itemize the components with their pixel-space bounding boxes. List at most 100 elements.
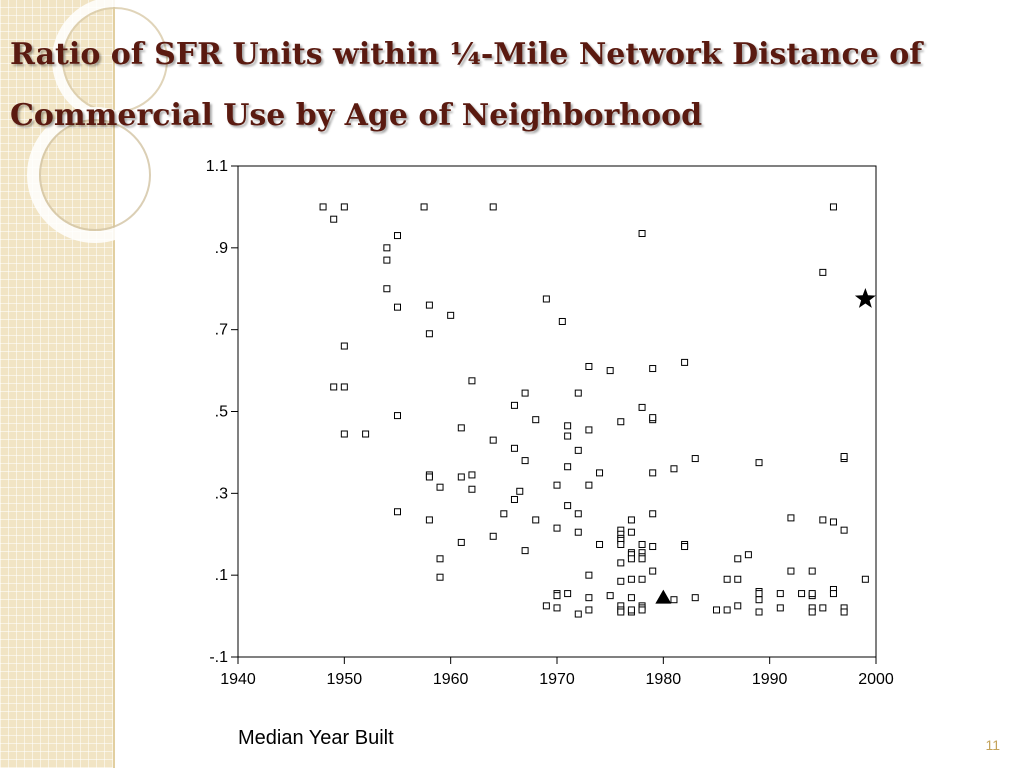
data-point [489,532,497,540]
y-tick-label: .5 [215,404,228,421]
data-point [649,365,657,373]
data-point [606,367,614,375]
data-point [489,436,497,444]
slide-title: Ratio of SFR Units within ¼-Mile Network… [10,37,923,133]
data-point [627,594,635,602]
x-tick-label: 1960 [433,671,469,688]
data-point [457,473,465,481]
page-number: 11 [985,737,1000,753]
data-point [649,567,657,575]
data-point [819,268,827,276]
data-point [627,606,635,614]
data-point [734,602,742,610]
data-point [330,383,338,391]
data-point [330,215,338,223]
data-point [808,608,816,616]
data-point [521,389,529,397]
data-point [340,342,348,350]
y-tick-label: .3 [215,485,228,502]
data-point [787,514,795,522]
data-point [489,203,497,211]
data-point [468,377,476,385]
data-point [319,203,327,211]
data-point [617,559,625,567]
data-point [596,540,604,548]
y-tick-label: .1 [215,567,228,584]
x-tick-label: 1990 [752,671,788,688]
data-point [585,594,593,602]
data-point [755,608,763,616]
data-point [383,244,391,252]
data-point [394,232,401,240]
data-point [468,471,476,479]
plot-frame [237,165,877,658]
data-point [808,567,816,575]
data-point [564,432,572,440]
data-point [627,555,635,563]
data-point [500,510,508,518]
data-point [447,311,455,319]
data-point [542,295,550,303]
y-tick-label: .9 [215,240,228,257]
data-point [425,473,433,481]
data-point [510,495,518,503]
data-point [521,457,529,465]
data-point [510,401,518,409]
scatter-chart: -.1 .1 .3 .5 .7 .9 1.1 1940 1950 1960 1970 1980 1990… [206,158,894,688]
data-point [638,555,646,563]
data-point [564,463,572,471]
x-tick-label: 1940 [220,671,256,688]
data-point [617,577,625,585]
data-point [574,389,582,397]
data-point [532,416,540,424]
data-point [755,596,763,604]
data-point [787,567,795,575]
data-point [425,330,433,338]
data-point [521,547,529,555]
data-point [585,606,593,614]
data-point [617,608,625,616]
data-point [394,303,401,311]
data-point [420,203,428,211]
x-tick-label: 2000 [858,671,894,688]
decorative-rings [27,0,178,243]
y-tick-label: 1.1 [206,158,228,175]
data-point [457,424,465,432]
triangle-marker [655,589,672,604]
data-point [383,256,391,264]
data-point [564,422,572,430]
data-point [713,606,720,614]
data-point [627,575,635,583]
data-point [553,592,561,600]
data-point [808,590,816,598]
data-point [649,469,657,477]
data-point [755,590,763,598]
data-point [340,430,348,438]
data-point [553,524,561,532]
data-point [585,571,593,579]
data-point [829,518,837,526]
data-point [840,526,848,534]
data-point [436,483,444,491]
data-point [829,203,837,211]
data-point [691,594,699,602]
data-point [638,403,646,411]
data-point [617,540,625,548]
data-point [553,604,561,612]
y-tick-label: -.1 [209,649,228,666]
data-point [436,555,444,563]
data-point [564,590,572,598]
data-point [574,610,582,618]
data-point [638,230,646,238]
data-point [744,551,752,559]
data-point [436,573,444,581]
data-point [829,590,837,598]
data-point [670,596,678,604]
data-point [542,602,550,610]
data-point [574,510,582,518]
data-point [861,575,869,583]
data-point [627,516,635,524]
data-point [723,575,731,583]
data-point [819,516,827,524]
data-point [734,555,742,563]
